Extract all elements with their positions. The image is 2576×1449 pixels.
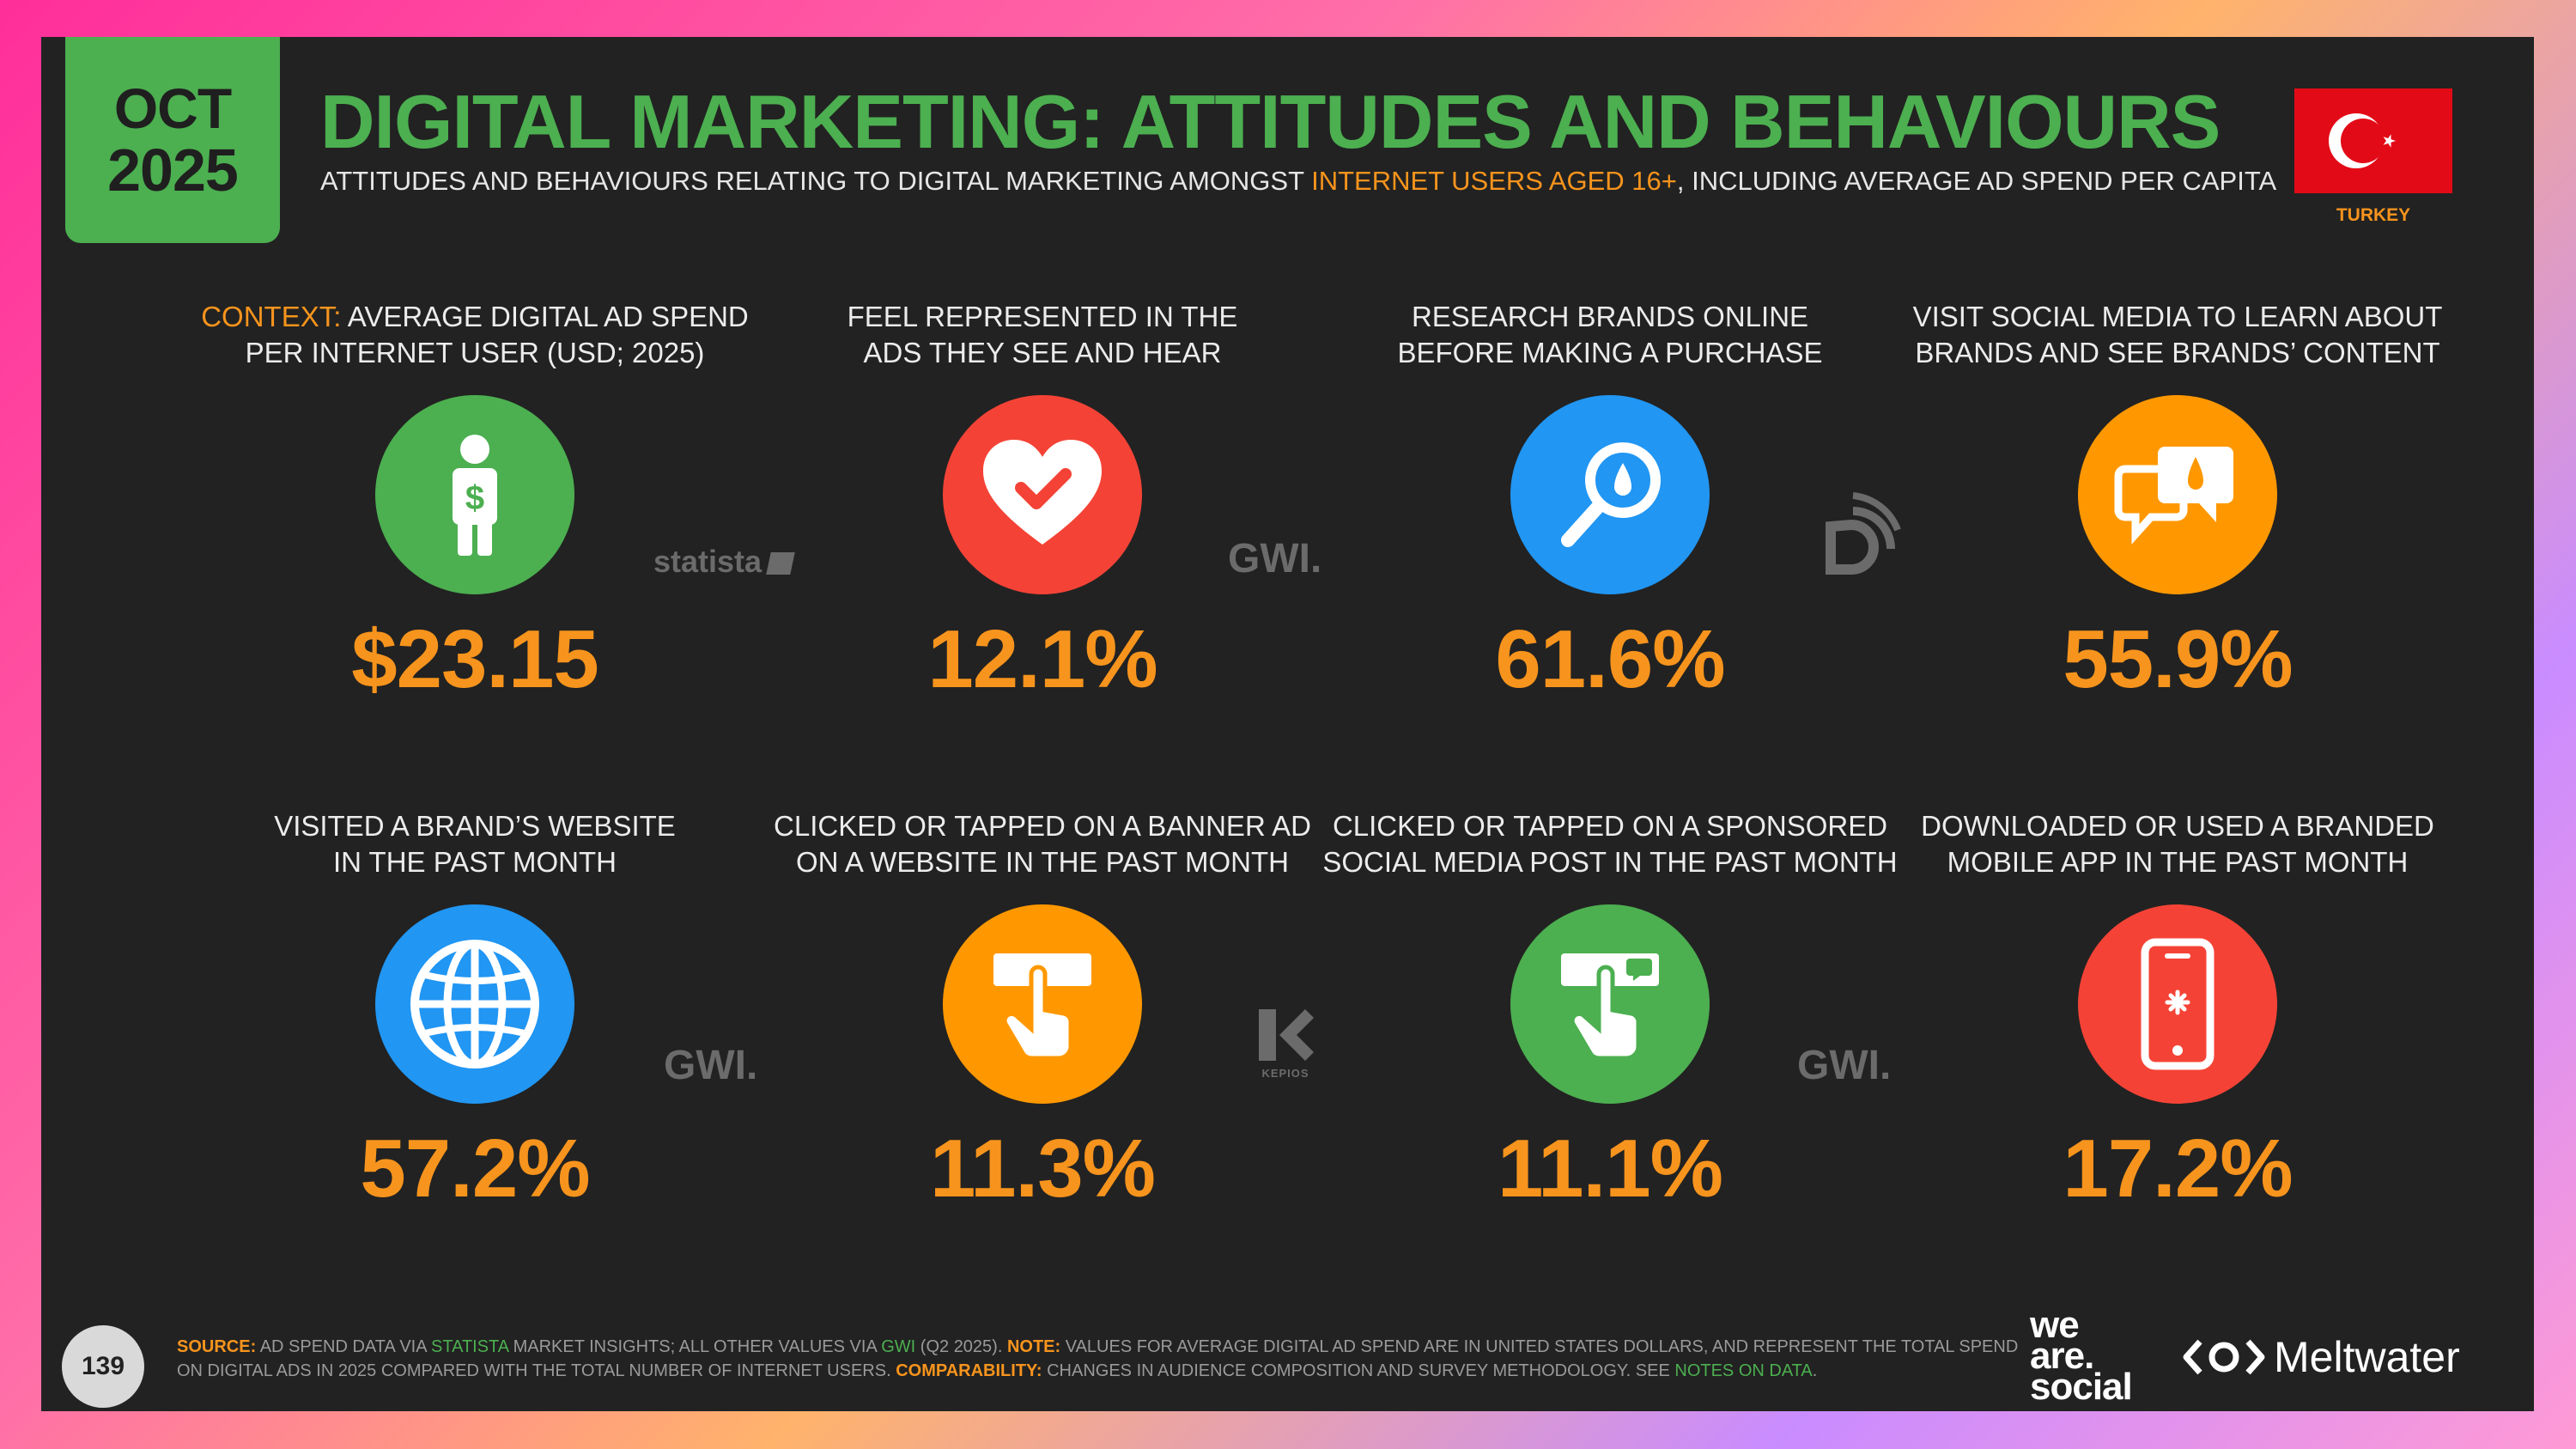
context-prefix: CONTEXT: (201, 301, 342, 332)
turkey-flag-icon (2294, 88, 2452, 193)
date-year: 2025 (107, 137, 239, 204)
stat-label-line2: ON A WEBSITE IN THE PAST MONTH (796, 846, 1289, 878)
stat-label-line1: CLICKED OR TAPPED ON A BANNER AD (774, 810, 1311, 842)
stat-label-line2: ADS THEY SEE AND HEAR (863, 337, 1222, 368)
stat-visited-website: VISITED A BRAND’S WEBSITE IN THE PAST MON… (200, 808, 750, 1210)
stat-label-line1: VISIT SOCIAL MEDIA TO LEARN ABOUT (1912, 301, 2443, 332)
stat-label-line1: VISITED A BRAND’S WEBSITE (274, 810, 676, 842)
footnote-text: . (1812, 1361, 1818, 1380)
stat-value: 17.2% (2063, 1123, 2293, 1215)
footnote-text: AD SPEND DATA VIA (256, 1337, 432, 1356)
date-month: OCT (113, 76, 232, 140)
notes-on-data-link[interactable]: NOTES ON DATA (1674, 1361, 1813, 1380)
page-subtitle: ATTITUDES AND BEHAVIOURS RELATING TO DIG… (320, 166, 2276, 197)
stat-label-line2: BRANDS AND SEE BRANDS’ CONTENT (1915, 337, 2440, 368)
brand-line: we (2030, 1304, 2080, 1346)
stat-label-line2: IN THE PAST MONTH (332, 846, 617, 878)
statista-text: statista (653, 544, 762, 579)
stat-label-line2: SOCIAL MEDIA POST IN THE PAST MONTH (1322, 846, 1898, 878)
footnote: SOURCE: AD SPEND DATA VIA STATISTA MARKE… (177, 1335, 2032, 1383)
kepios-mark-icon (1259, 1009, 1314, 1061)
stat-branded-app: DOWNLOADED OR USED A BRANDED MOBILE APP I… (1903, 808, 2452, 1210)
stat-label: VISITED A BRAND’S WEBSITE IN THE PAST MON… (200, 808, 750, 880)
footnote-text: (Q2 2025). (915, 1337, 1007, 1356)
tap-social-icon (1510, 904, 1710, 1104)
statista-mark-icon (766, 552, 795, 575)
note-label: NOTE: (1006, 1337, 1061, 1356)
stat-label-line1: DOWNLOADED OR USED A BRANDED (1921, 810, 2434, 842)
stat-label-line1: CLICKED OR TAPPED ON A SPONSORED (1332, 810, 1888, 842)
stat-value: 12.1% (927, 613, 1157, 705)
svg-text:$: $ (465, 479, 484, 517)
stat-label-line1: FEEL REPRESENTED IN THE (847, 301, 1238, 332)
stat-value: 55.9% (2063, 613, 2293, 705)
stat-value: 11.1% (1498, 1123, 1723, 1215)
slide: OCT 2025 DIGITAL MARKETING: ATTITUDES AN… (41, 37, 2534, 1411)
brand-line: social (2030, 1366, 2133, 1408)
globe-icon (375, 904, 574, 1104)
subtitle-highlight: INTERNET USERS AGED 16+ (1311, 166, 1677, 196)
gwi-logo: GWI. (1797, 1043, 1892, 1088)
stat-ad-spend: CONTEXT: AVERAGE DIGITAL AD SPEND PER INT… (200, 299, 750, 701)
stat-label: DOWNLOADED OR USED A BRANDED MOBILE APP I… (1903, 808, 2452, 880)
stat-value: 61.6% (1495, 613, 1725, 705)
footnote-text: CHANGES IN AUDIENCE COMPOSITION AND SURV… (1042, 1361, 1675, 1380)
page-number: 139 (62, 1325, 144, 1408)
meltwater-mark-icon (2183, 1339, 2265, 1375)
footnote-text: MARKET INSIGHTS; ALL OTHER VALUES VIA (508, 1337, 882, 1356)
stat-visit-social-media: VISIT SOCIAL MEDIA TO LEARN ABOUT BRANDS … (1903, 299, 2452, 701)
stat-label-line1: RESEARCH BRANDS ONLINE (1411, 301, 1809, 332)
statista-link[interactable]: STATISTA (431, 1337, 509, 1356)
date-badge: OCT 2025 (65, 37, 280, 243)
stat-label-line2: MOBILE APP IN THE PAST MONTH (1947, 846, 2409, 878)
stat-value: 11.3% (930, 1123, 1156, 1215)
footnote-text: VALUES FOR AVERAGE DIGITAL AD SPEND ARE … (177, 1337, 2019, 1380)
stat-label: CLICKED OR TAPPED ON A SPONSORED SOCIAL M… (1322, 808, 1897, 880)
gwi-logo: GWI. (1228, 536, 1322, 581)
magnifier-icon (1510, 395, 1710, 594)
kepios-text: KEPIOS (1261, 1067, 1309, 1080)
source-label: SOURCE: (177, 1337, 257, 1356)
person-dollar-icon: $ (375, 395, 574, 594)
stat-feel-represented: FEEL REPRESENTED IN THE ADS THEY SEE AND … (768, 299, 1317, 701)
stat-label-line1: AVERAGE DIGITAL AD SPEND (341, 301, 749, 332)
gwi-logo: GWI. (664, 1043, 758, 1088)
datareportal-logo-icon (1819, 492, 1901, 582)
stat-label: VISIT SOCIAL MEDIA TO LEARN ABOUT BRANDS … (1903, 299, 2452, 371)
stat-label: CLICKED OR TAPPED ON A BANNER AD ON A WEB… (768, 808, 1317, 880)
stat-label-line2: BEFORE MAKING A PURCHASE (1397, 337, 1823, 368)
comparability-label: COMPARABILITY: (896, 1361, 1042, 1380)
country-label: TURKEY (2336, 205, 2411, 225)
we-are-social-logo: we are. social (2030, 1304, 2167, 1408)
stat-value: 57.2% (360, 1123, 590, 1215)
smartphone-icon (2078, 904, 2277, 1104)
page-title: DIGITAL MARKETING: ATTITUDES AND BEHAVIO… (320, 79, 2221, 164)
gwi-link[interactable]: GWI (881, 1337, 916, 1356)
stat-value: $23.15 (351, 613, 599, 705)
stat-sponsored-post: CLICKED OR TAPPED ON A SPONSORED SOCIAL M… (1322, 808, 1897, 1215)
stat-research-brands: RESEARCH BRANDS ONLINE BEFORE MAKING A PU… (1335, 299, 1885, 701)
kepios-logo: KEPIOS (1255, 1008, 1315, 1080)
stat-label-line2: PER INTERNET USER (USD; 2025) (245, 337, 705, 368)
stat-label: RESEARCH BRANDS ONLINE BEFORE MAKING A PU… (1335, 299, 1885, 371)
tap-banner-icon (943, 904, 1142, 1104)
heart-check-icon (943, 395, 1142, 594)
meltwater-logo: Meltwater (2183, 1332, 2460, 1382)
stat-banner-ad: CLICKED OR TAPPED ON A BANNER AD ON A WEB… (768, 808, 1317, 1210)
stat-label: CONTEXT: AVERAGE DIGITAL AD SPEND PER INT… (200, 299, 750, 371)
statista-logo: statista (653, 544, 795, 580)
chat-bubbles-icon (2078, 395, 2277, 594)
brand-line: are. (2030, 1335, 2094, 1377)
subtitle-text-end: , INCLUDING AVERAGE AD SPEND PER CAPITA (1676, 166, 2277, 196)
stat-label: FEEL REPRESENTED IN THE ADS THEY SEE AND … (768, 299, 1317, 371)
subtitle-text: ATTITUDES AND BEHAVIOURS RELATING TO DIG… (320, 166, 1312, 196)
meltwater-text: Meltwater (2274, 1333, 2460, 1381)
